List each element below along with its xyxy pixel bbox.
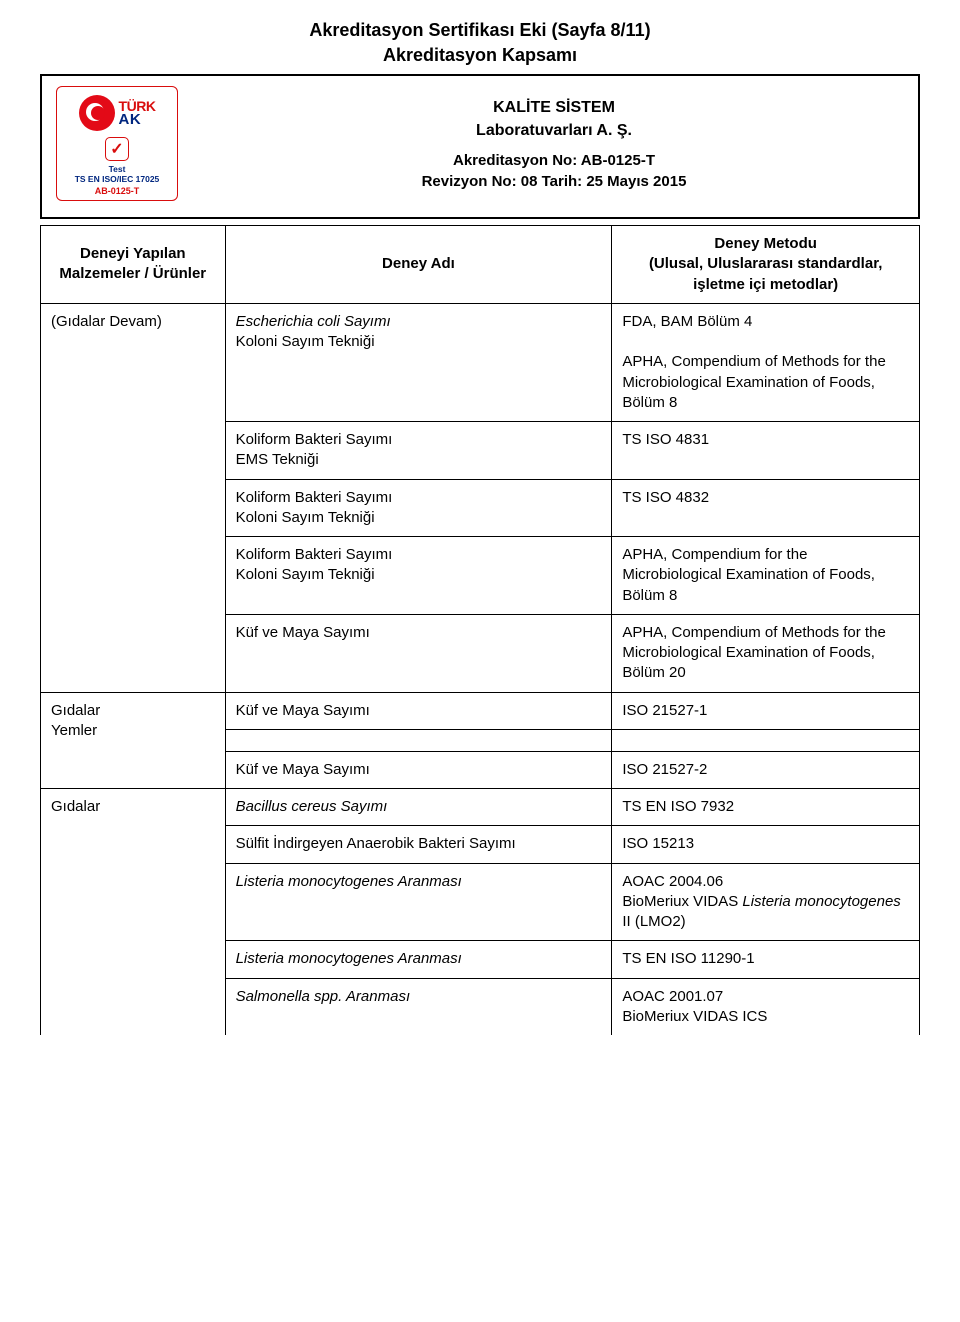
method-cell: ISO 21527-1 [612,692,920,729]
test-cell: Bacillus cereus Sayımı [225,789,612,826]
turkish-flag-icon [79,95,115,131]
logo-text-bottom: AK [119,113,156,127]
page-title-1: Akreditasyon Sertifikası Eki (Sayfa 8/11… [40,20,920,41]
scope-table: Deneyi Yapılan Malzemeler / Ürünler Dene… [40,225,920,1035]
logo-code: AB-0125-T [95,186,140,196]
method-cell: APHA, Compendium of Methods for the Micr… [612,614,920,692]
method-cell: FDA, BAM Bölüm 4 APHA, Compendium of Met… [612,303,920,421]
test-cell: Listeria monocytogenes Aranması [225,863,612,941]
revision-line: Revizyon No: 08 Tarih: 25 Mayıs 2015 [204,173,904,190]
material-cell: Gıdalar [41,789,226,1036]
test-cell: Koliform Bakteri Sayımı Koloni Sayım Tek… [225,479,612,537]
org-name-2: Laboratuvarları A. Ş. [204,120,904,142]
logo-sub-1: Test [109,164,126,174]
page-title-2: Akreditasyon Kapsamı [40,45,920,66]
method-cell: TS ISO 4831 [612,422,920,480]
material-cell: Gıdalar Yemler [41,692,226,789]
accreditation-number: Akreditasyon No: AB-0125-T [204,152,904,169]
test-cell: Escherichia coli Sayımı Koloni Sayım Tek… [225,303,612,421]
material-cell: (Gıdalar Devam) [41,303,226,692]
test-cell: Salmonella spp. Aranması [225,978,612,1035]
method-cell: ISO 21527-2 [612,751,920,788]
method-cell: AOAC 2004.06 BioMeriux VIDAS Listeria mo… [612,863,920,941]
method-cell: TS EN ISO 7932 [612,789,920,826]
method-cell: APHA, Compendium for the Microbiological… [612,537,920,615]
method-cell: TS EN ISO 11290-1 [612,941,920,978]
turkak-logo: TÜRK AK ✓ Test TS EN ISO/IEC 17025 AB-01… [56,86,178,201]
test-cell: Koliform Bakteri Sayımı EMS Tekniği [225,422,612,480]
spacer-cell [612,729,920,751]
method-cell: AOAC 2001.07 BioMeriux VIDAS ICS [612,978,920,1035]
test-cell: Küf ve Maya Sayımı [225,692,612,729]
method-cell: TS ISO 4832 [612,479,920,537]
org-name-1: KALİTE SİSTEM [204,97,904,119]
col-header-materials: Deneyi Yapılan Malzemeler / Ürünler [41,226,226,304]
test-cell: Küf ve Maya Sayımı [225,614,612,692]
spacer-cell [225,729,612,751]
test-cell: Koliform Bakteri Sayımı Koloni Sayım Tek… [225,537,612,615]
document-frame: TÜRK AK ✓ Test TS EN ISO/IEC 17025 AB-01… [40,74,920,219]
logo-sub-2: TS EN ISO/IEC 17025 [75,174,160,184]
test-cell: Sülfit İndirgeyen Anaerobik Bakteri Sayı… [225,826,612,863]
col-header-method: Deney Metodu (Ulusal, Uluslararası stand… [612,226,920,304]
test-cell: Küf ve Maya Sayımı [225,751,612,788]
col-header-test: Deney Adı [225,226,612,304]
method-cell: ISO 15213 [612,826,920,863]
check-icon: ✓ [105,137,129,161]
test-cell: Listeria monocytogenes Aranması [225,941,612,978]
